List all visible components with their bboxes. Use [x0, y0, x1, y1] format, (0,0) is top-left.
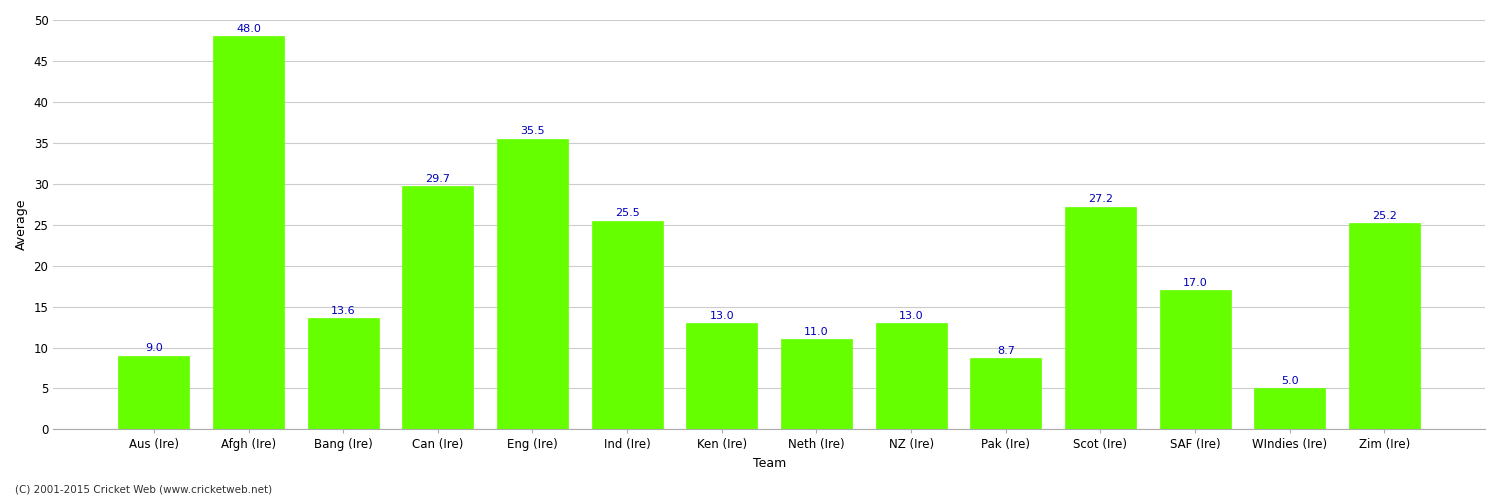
Bar	[970, 358, 1041, 430]
Text: 8.7: 8.7	[998, 346, 1014, 356]
Bar	[496, 138, 568, 430]
Bar	[687, 323, 758, 430]
Bar	[1160, 290, 1230, 430]
Bar	[782, 340, 852, 430]
Y-axis label: Average: Average	[15, 199, 28, 250]
Text: 48.0: 48.0	[236, 24, 261, 34]
Text: (C) 2001-2015 Cricket Web (www.cricketweb.net): (C) 2001-2015 Cricket Web (www.cricketwe…	[15, 485, 272, 495]
Text: 9.0: 9.0	[146, 344, 162, 353]
Bar	[213, 36, 284, 430]
Text: 13.6: 13.6	[332, 306, 356, 316]
Text: 25.2: 25.2	[1372, 210, 1396, 220]
Bar	[308, 318, 378, 430]
Bar	[876, 323, 946, 430]
Bar	[591, 220, 663, 430]
Text: 5.0: 5.0	[1281, 376, 1299, 386]
Text: 17.0: 17.0	[1182, 278, 1208, 288]
Bar	[402, 186, 474, 430]
X-axis label: Team: Team	[753, 457, 786, 470]
Text: 13.0: 13.0	[710, 310, 734, 320]
Text: 13.0: 13.0	[898, 310, 924, 320]
Bar	[1254, 388, 1326, 430]
Bar	[118, 356, 189, 430]
Bar	[1065, 206, 1136, 430]
Bar	[1348, 223, 1420, 430]
Text: 25.5: 25.5	[615, 208, 639, 218]
Text: 29.7: 29.7	[426, 174, 450, 184]
Text: 27.2: 27.2	[1088, 194, 1113, 204]
Text: 35.5: 35.5	[520, 126, 544, 136]
Text: 11.0: 11.0	[804, 327, 830, 337]
